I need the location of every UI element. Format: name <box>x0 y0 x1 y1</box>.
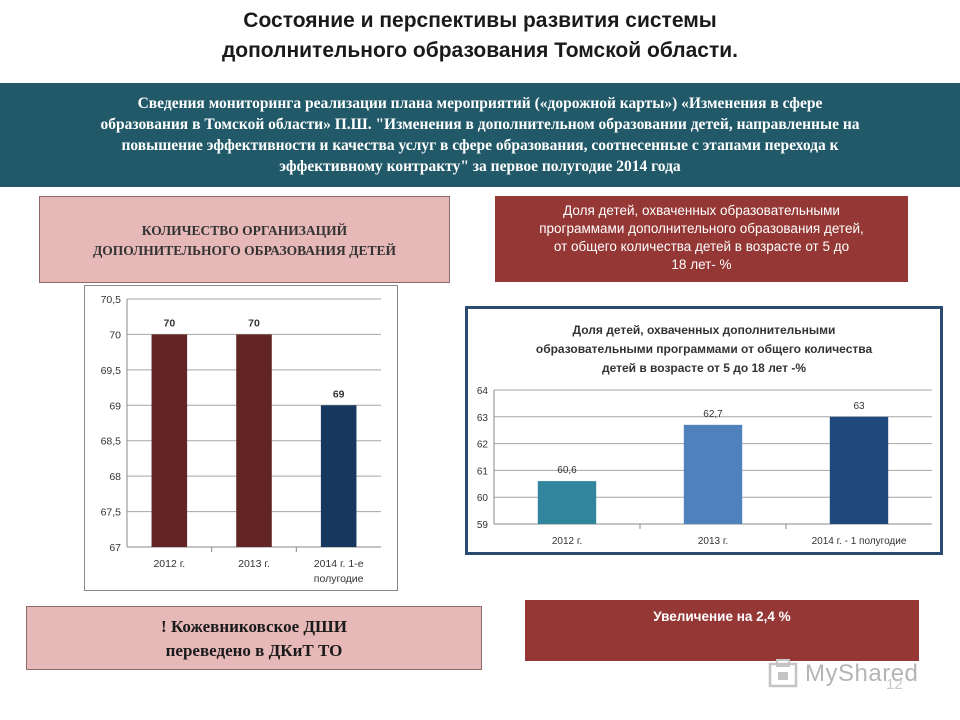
children-share-heading: Доля детей, охваченных образовательными … <box>495 196 908 282</box>
org-chart-x-tick-label: 2012 г. <box>153 558 185 570</box>
school-transfer-line-2: переведено в ДКиТ ТО <box>165 641 343 660</box>
share-chart-data-label: 63 <box>853 401 865 412</box>
org-chart-y-tick-label: 67 <box>109 542 121 554</box>
organizations-heading-line-2: ДОПОЛНИТЕЛЬНОГО ОБРАЗОВАНИЯ ДЕТЕЙ <box>93 243 396 258</box>
share-chart-x-tick-label: 2012 г. <box>552 536 582 547</box>
chart-title-line-2: образовательными программами от общего к… <box>535 342 873 356</box>
myshared-logo-icon <box>768 659 798 688</box>
slide-title-line-2: дополнительного образования Томской обла… <box>221 39 739 62</box>
share-chart-y-tick-label: 63 <box>477 413 489 424</box>
share-chart-y-tick-label: 62 <box>477 440 489 451</box>
monitoring-banner: Сведения мониторинга реализации плана ме… <box>0 83 960 187</box>
org-chart-y-tick-label: 68,5 <box>101 436 122 448</box>
banner-line-2: образования в Томской области» П.Ш. "Изм… <box>100 116 860 133</box>
org-chart-y-tick-label: 70 <box>109 329 121 341</box>
org-chart-data-label: 70 <box>163 317 175 329</box>
org-chart-bar <box>236 334 272 547</box>
share-chart-x-tick-label: 2013 г. <box>698 536 728 547</box>
share-chart-data-label: 62,7 <box>703 409 723 420</box>
org-chart-bar <box>320 405 357 547</box>
org-chart-y-tick-label: 69,5 <box>101 365 122 377</box>
increase-text: Увеличение на 2,4 % <box>653 609 791 624</box>
children-share-line-4: 18 лет- % <box>671 257 732 272</box>
children-share-chart-svg: 59 60 61 62 63 64 60,6 2012 г. 62,7 2013 г. 63 2014… <box>477 386 932 547</box>
org-chart-y-tick-label: 69 <box>109 400 121 412</box>
organizations-bar-chart: 67 67,5 68 68,5 69 69,5 70 70,5 70 2012 г. 70 2013 … <box>84 285 398 591</box>
children-share-line-1: Доля детей, охваченных образовательными <box>563 203 840 218</box>
org-chart-x-tick-label: 2014 г. 1-е <box>314 558 364 570</box>
slide-title: Состояние и перспективы развития системы… <box>0 6 960 66</box>
organizations-count-heading: КОЛИЧЕСТВО ОРГАНИЗАЦИЙ ДОПОЛНИТЕЛЬНОГО О… <box>39 196 450 283</box>
org-chart-bar <box>151 334 188 547</box>
share-chart-y-tick-label: 59 <box>477 520 489 531</box>
org-chart-x-tick-label: полугодие <box>314 573 364 585</box>
org-chart-data-label: 70 <box>248 317 260 329</box>
share-chart-bar <box>683 424 743 524</box>
share-chart-x-tick-label: 2014 г. - 1 полугодие <box>812 536 907 547</box>
organizations-heading-line-1: КОЛИЧЕСТВО ОРГАНИЗАЦИЙ <box>141 223 348 238</box>
org-chart-y-tick-label: 67,5 <box>101 507 122 519</box>
share-chart-bar <box>829 416 889 524</box>
children-share-line-2: программами дополнительного образования … <box>539 221 864 236</box>
share-chart-bar <box>537 481 597 524</box>
share-chart-y-tick-label: 61 <box>477 466 489 477</box>
org-chart-y-tick-label: 68 <box>109 471 121 483</box>
organizations-chart-svg: 67 67,5 68 68,5 69 69,5 70 70,5 70 2012 г. 70 2013 … <box>101 294 381 585</box>
slide-title-line-1: Состояние и перспективы развития системы <box>243 9 717 32</box>
share-chart-y-tick-label: 64 <box>477 386 489 397</box>
chart-title-line-1: Доля детей, охваченных дополнительными <box>572 323 836 337</box>
banner-line-1: Сведения мониторинга реализации плана ме… <box>137 95 823 112</box>
share-chart-data-label: 60,6 <box>557 465 577 476</box>
children-share-chart-title: Доля детей, охваченных дополнительными о… <box>468 321 940 378</box>
school-transfer-line-1: ! Кожевниковское ДШИ <box>161 617 347 636</box>
org-chart-x-tick-label: 2013 г. <box>238 558 270 570</box>
chart-title-line-3: детей в возрасте от 5 до 18 лет -% <box>601 361 807 375</box>
children-share-line-3: от общего количества детей в возрасте от… <box>553 239 850 254</box>
page-number: 12 <box>886 676 903 693</box>
org-chart-y-tick-label: 70,5 <box>101 294 122 306</box>
watermark-text: MyShared <box>805 660 919 687</box>
share-chart-y-tick-label: 60 <box>477 493 489 504</box>
children-share-bar-chart: Доля детей, охваченных дополнительными о… <box>465 306 943 555</box>
school-transfer-note: ! Кожевниковское ДШИ переведено в ДКиТ Т… <box>26 606 482 670</box>
org-chart-data-label: 69 <box>333 388 345 400</box>
increase-note: Увеличение на 2,4 % <box>525 600 919 661</box>
banner-line-4: эффективному контракту" за первое полуго… <box>279 158 681 175</box>
banner-line-3: повышение эффективности и качества услуг… <box>121 137 839 154</box>
